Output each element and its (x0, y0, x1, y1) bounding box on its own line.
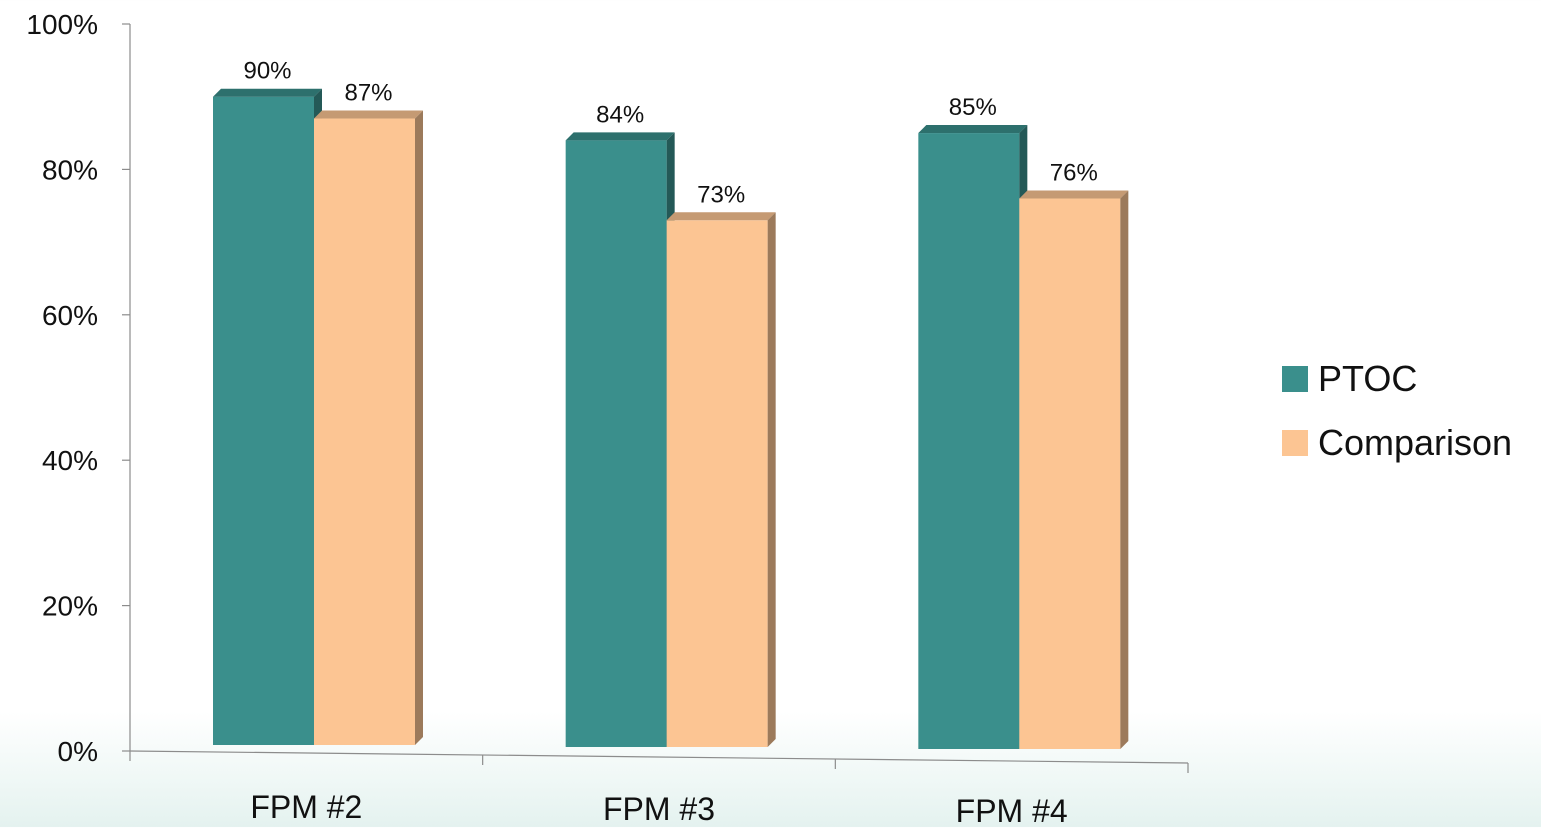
data-label-ptoc-fpm-4: 85% (949, 94, 997, 121)
axes: 0% 20% 40% 60% 80% 100% FPM #2 FPM #3 FPM #4 (26, 9, 1189, 829)
legend-label-comparison: Comparison (1318, 422, 1512, 463)
bar-side-comparison-fpm-3 (767, 212, 776, 748)
bars (213, 88, 1129, 750)
x-tick-label-fpm-2: FPM #2 (250, 789, 362, 825)
bar-comparison-fpm-3 (666, 220, 768, 748)
bar-top-comparison-fpm-3 (666, 212, 776, 221)
x-axis-line (129, 750, 1189, 764)
x-tick-label-fpm-4: FPM #4 (956, 793, 1068, 827)
y-tick-label: 40% (42, 445, 98, 476)
y-tick-label: 0% (58, 736, 98, 767)
y-tick-label: 20% (42, 591, 98, 622)
bar-ptoc-fpm-3 (565, 140, 667, 747)
data-label-comparison-fpm-2: 87% (344, 80, 392, 107)
bar-top-ptoc-fpm-4 (918, 125, 1028, 134)
y-tick-label: 100% (26, 9, 98, 40)
data-label-ptoc-fpm-3: 84% (596, 101, 644, 128)
bar-comparison-fpm-4 (1019, 198, 1121, 750)
bar-ptoc-fpm-2 (213, 96, 314, 745)
bar-top-ptoc-fpm-2 (213, 88, 322, 97)
data-label-comparison-fpm-3: 73% (697, 181, 745, 208)
y-tick-label: 60% (42, 300, 98, 331)
bar-side-comparison-fpm-4 (1120, 190, 1129, 750)
data-labels: 90% 87% 84% 73% 85% 76% (243, 58, 1097, 209)
bar-top-ptoc-fpm-3 (565, 132, 675, 141)
legend: PTOC Comparison (1282, 358, 1512, 463)
data-label-comparison-fpm-4: 76% (1050, 159, 1098, 186)
bar-top-comparison-fpm-4 (1019, 190, 1129, 199)
bar-side-comparison-fpm-2 (415, 110, 423, 745)
legend-swatch-ptoc (1282, 366, 1308, 392)
legend-label-ptoc: PTOC (1318, 358, 1417, 399)
bar-ptoc-fpm-4 (918, 133, 1020, 750)
bar-comparison-fpm-2 (314, 118, 415, 745)
legend-swatch-comparison (1282, 430, 1308, 456)
bar-top-comparison-fpm-2 (314, 110, 423, 119)
data-label-ptoc-fpm-2: 90% (243, 58, 291, 85)
y-tick-label: 80% (42, 154, 98, 185)
x-tick-label-fpm-3: FPM #3 (603, 791, 715, 827)
